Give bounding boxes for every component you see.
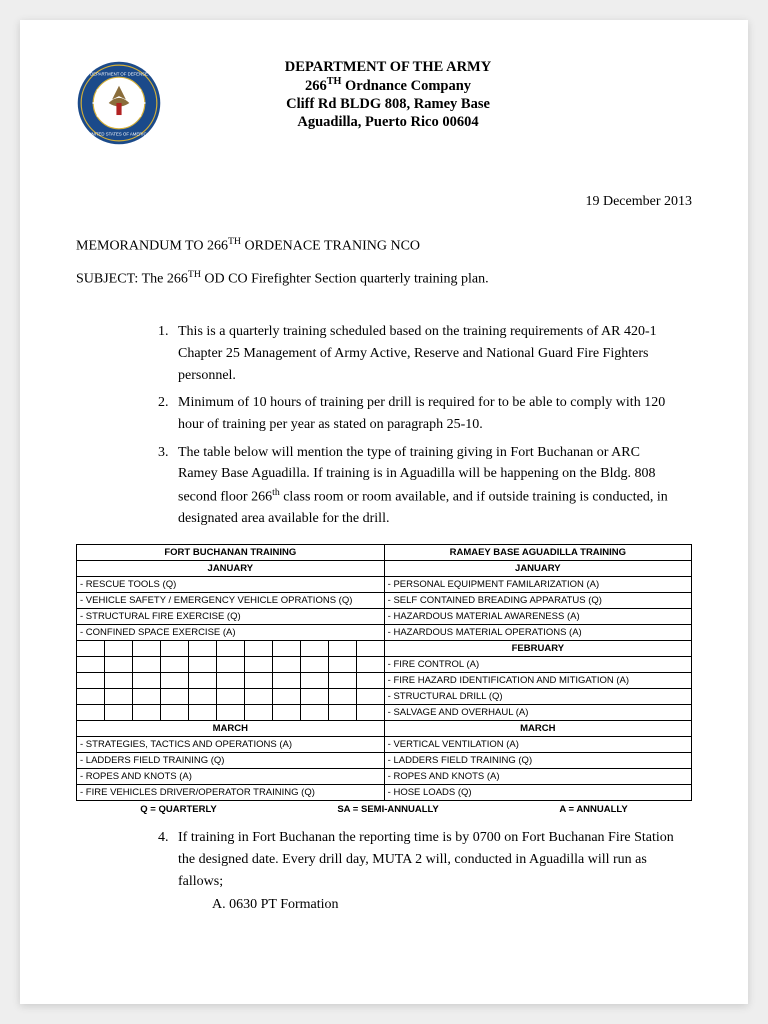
month-row-feb: FEBRUARY xyxy=(77,641,692,657)
legend-a: A = ANNUALLY xyxy=(559,804,627,815)
month-row-mar: MARCH MARCH xyxy=(77,721,692,737)
list-item-2: Minimum of 10 hours of training per dril… xyxy=(172,392,674,435)
header-line-2: 266TH Ordnance Company xyxy=(84,76,692,95)
sub-item-a: A. 0630 PT Formation xyxy=(212,894,674,916)
table-row: - STRUCTURAL FIRE EXERCISE (Q)- HAZARDOU… xyxy=(77,609,692,625)
list-item-3: The table below will mention the type of… xyxy=(172,442,674,530)
letterhead-text: DEPARTMENT OF THE ARMY 266TH Ordnance Co… xyxy=(84,58,692,146)
numbered-list: This is a quarterly training scheduled b… xyxy=(172,321,692,530)
table-header-row: FORT BUCHANAN TRAINING RAMAEY BASE AGUAD… xyxy=(77,545,692,561)
table-row: - VEHICLE SAFETY / EMERGENCY VEHICLE OPR… xyxy=(77,593,692,609)
header-line-3: Cliff Rd BLDG 808, Ramey Base xyxy=(84,95,692,113)
left-header: FORT BUCHANAN TRAINING xyxy=(77,545,385,561)
month-row-jan: JANUARY JANUARY xyxy=(77,561,692,577)
numbered-list-cont: If training in Fort Buchanan the reporti… xyxy=(172,827,692,916)
table-row: - FIRE VEHICLES DRIVER/OPERATOR TRAINING… xyxy=(77,785,692,801)
training-table-wrap: FORT BUCHANAN TRAINING RAMAEY BASE AGUAD… xyxy=(76,544,692,817)
document-page: DEPARTMENT OF DEFENSE UNITED STATES OF A… xyxy=(20,20,748,1004)
table-row: - SALVAGE AND OVERHAUL (A) xyxy=(77,705,692,721)
legend-sa: SA = SEMI-ANNUALLY xyxy=(337,804,438,815)
letterhead: DEPARTMENT OF DEFENSE UNITED STATES OF A… xyxy=(76,58,692,146)
table-row: - FIRE HAZARD IDENTIFICATION AND MITIGAT… xyxy=(77,673,692,689)
table-row: - RESCUE TOOLS (Q)- PERSONAL EQUIPMENT F… xyxy=(77,577,692,593)
legend-q: Q = QUARTERLY xyxy=(140,804,216,815)
header-line-1: DEPARTMENT OF THE ARMY xyxy=(84,58,692,76)
memo-to-line: MEMORANDUM TO 266TH ORDENACE TRANING NCO xyxy=(76,236,692,255)
right-header: RAMAEY BASE AGUADILLA TRAINING xyxy=(384,545,691,561)
table-row: - CONFINED SPACE EXERCISE (A)- HAZARDOUS… xyxy=(77,625,692,641)
table-row: - FIRE CONTROL (A) xyxy=(77,657,692,673)
table-row: - ROPES AND KNOTS (A)- ROPES AND KNOTS (… xyxy=(77,769,692,785)
subject-line: SUBJECT: The 266TH OD CO Firefighter Sec… xyxy=(76,269,692,288)
table-row: - STRUCTURAL DRILL (Q) xyxy=(77,689,692,705)
memo-date: 19 December 2013 xyxy=(76,194,692,210)
list-item-1: This is a quarterly training scheduled b… xyxy=(172,321,674,386)
training-table: FORT BUCHANAN TRAINING RAMAEY BASE AGUAD… xyxy=(76,544,692,801)
table-row: - LADDERS FIELD TRAINING (Q)- LADDERS FI… xyxy=(77,753,692,769)
table-legend: Q = QUARTERLY SA = SEMI-ANNUALLY A = ANN… xyxy=(76,802,692,817)
table-row: - STRATEGIES, TACTICS AND OPERATIONS (A)… xyxy=(77,737,692,753)
header-line-4: Aguadilla, Puerto Rico 00604 xyxy=(84,113,692,131)
list-item-4: If training in Fort Buchanan the reporti… xyxy=(172,827,674,916)
